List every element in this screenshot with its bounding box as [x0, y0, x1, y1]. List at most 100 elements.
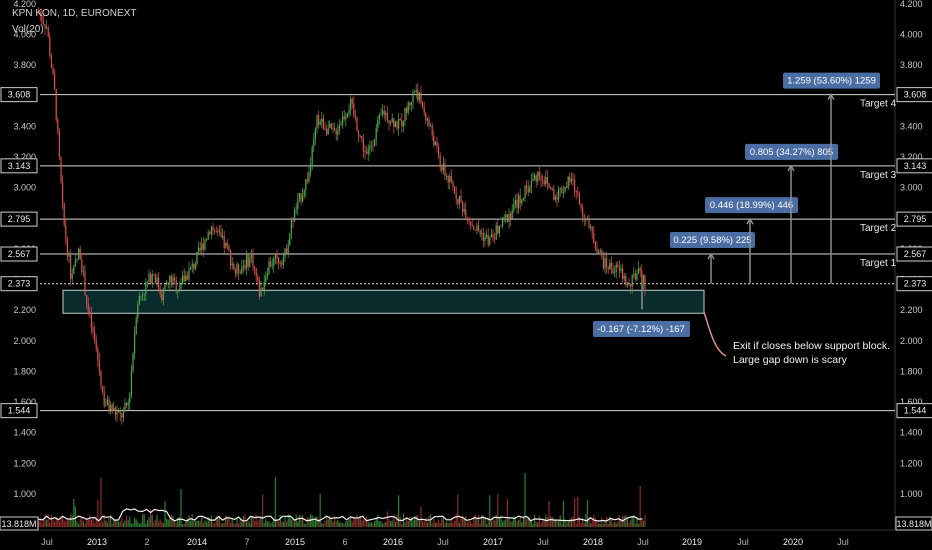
candle-body — [122, 409, 124, 418]
volume-bar — [382, 523, 384, 527]
candle-body — [180, 284, 182, 289]
candle-body — [207, 232, 209, 240]
volume-bar — [90, 519, 92, 527]
volume-bar — [191, 514, 193, 527]
volume-bar — [623, 515, 625, 527]
candle-body — [390, 122, 392, 124]
candle-body — [42, 20, 44, 25]
volume-bar — [58, 521, 60, 527]
y-tick-label-right: 3.200 — [900, 152, 923, 162]
volume-bar — [458, 522, 460, 527]
volume-bar — [518, 519, 520, 527]
level-tag-right — [896, 211, 932, 227]
volume-bar — [492, 516, 494, 527]
candle-body — [241, 266, 243, 274]
volume-bar — [540, 523, 542, 527]
volume-bar — [390, 521, 392, 527]
candle-body — [303, 190, 305, 196]
candle-body — [47, 27, 49, 37]
candle-body — [127, 402, 129, 406]
candle-body — [274, 255, 276, 259]
level-name-label: Target 4 — [860, 99, 897, 110]
volume-bar — [252, 516, 254, 527]
candle-body — [430, 125, 432, 127]
level-tag-left — [0, 403, 38, 419]
candle-body — [329, 123, 331, 129]
candle-body — [263, 282, 265, 290]
volume-bar — [76, 521, 78, 527]
candle-body — [482, 232, 484, 241]
volume-bar — [524, 472, 526, 527]
volume-bar — [354, 518, 356, 527]
volume-bar — [151, 514, 153, 527]
y-tick-label-left: 4.000 — [13, 30, 36, 40]
candle-body — [524, 185, 526, 198]
candle-body — [322, 118, 324, 130]
candle-body — [335, 130, 337, 135]
candle-body — [60, 156, 62, 183]
volume-bar — [287, 514, 289, 527]
candle-body — [39, 11, 41, 15]
volume-bar — [526, 518, 528, 527]
volume-bar — [65, 521, 67, 527]
volume-bar — [78, 523, 80, 527]
volume-bar — [404, 522, 406, 527]
candle-body — [214, 230, 216, 232]
candle-body — [226, 242, 228, 246]
volume-bar — [490, 520, 492, 527]
candle-body — [391, 118, 393, 123]
volume-bar — [450, 520, 452, 527]
volume-bar — [122, 522, 124, 527]
candle-body — [193, 263, 195, 269]
candle-body — [54, 73, 56, 89]
y-tick-label-right: 1.400 — [900, 428, 923, 438]
volume-bar — [622, 516, 624, 527]
volume-bar — [420, 506, 422, 527]
candle-body — [370, 145, 372, 147]
candle-body — [394, 121, 396, 127]
volume-bar — [47, 514, 49, 527]
volume-bar — [114, 519, 116, 527]
volume-bar — [348, 518, 350, 527]
volume-tag-left — [0, 516, 39, 531]
candle-body — [108, 399, 110, 410]
candle-body — [426, 119, 428, 121]
level-tag-right-text: 1.544 — [904, 406, 927, 416]
candle-body — [545, 177, 547, 185]
candle-body — [132, 353, 134, 372]
measure-arrow — [787, 164, 795, 172]
x-tick-label: 2 — [144, 537, 149, 547]
candle-body — [188, 269, 190, 280]
volume-bar — [242, 516, 244, 527]
candle-body — [583, 214, 585, 221]
candle-body — [220, 232, 222, 238]
candle-body — [529, 187, 531, 193]
candle-body — [503, 216, 505, 218]
volume-bar — [454, 520, 456, 527]
volume-bar — [42, 518, 44, 527]
volume-bar — [366, 516, 368, 527]
candle-body — [383, 110, 385, 115]
candle-body — [628, 282, 630, 284]
volume-bar — [636, 516, 638, 527]
volume-bar — [119, 521, 121, 527]
volume-bar — [238, 523, 240, 527]
volume-bar — [103, 514, 105, 527]
volume-bar — [630, 519, 632, 527]
volume-bar — [236, 517, 238, 527]
candle-body — [354, 115, 356, 118]
candle-body — [257, 276, 259, 281]
candle-body — [228, 245, 230, 251]
volume-bar — [506, 499, 508, 527]
candle-body — [102, 385, 104, 392]
candle-body — [422, 102, 424, 108]
volume-bar — [519, 515, 521, 527]
y-tick-label-left: 1.000 — [13, 489, 36, 499]
candle-body — [135, 318, 137, 334]
measure-label-box — [745, 143, 838, 160]
candle-body — [514, 199, 516, 205]
volume-bar — [538, 515, 540, 527]
candle-body — [238, 264, 240, 273]
volume-bar — [553, 517, 555, 527]
